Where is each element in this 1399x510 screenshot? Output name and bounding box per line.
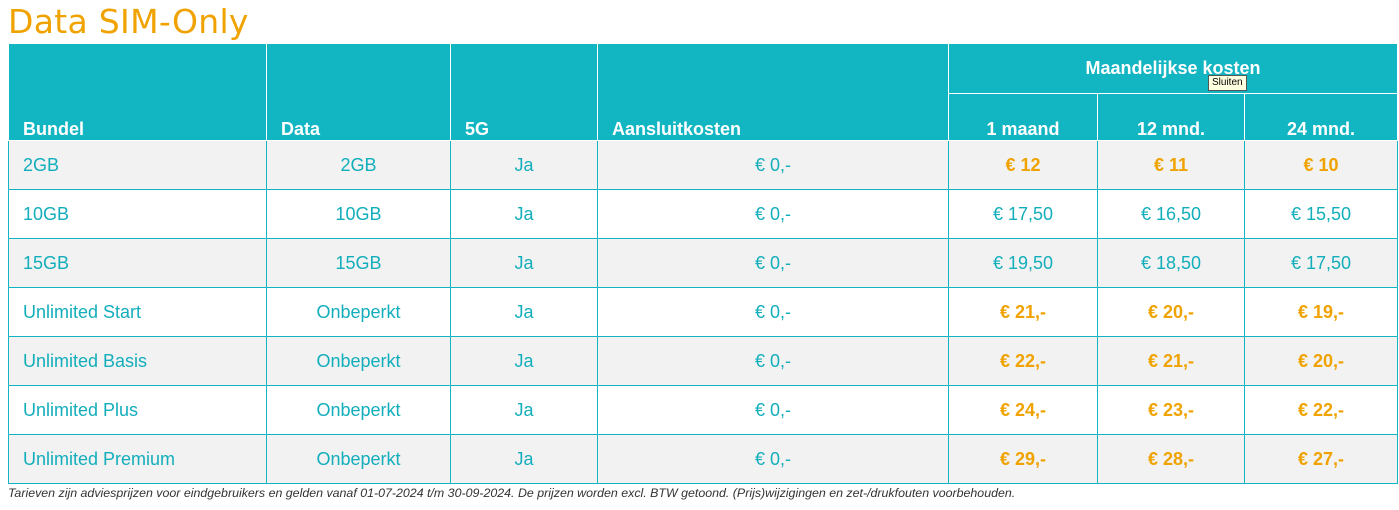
- data-cell: Onbeperkt: [266, 385, 451, 435]
- table-row: Unlimited Premium Onbeperkt Ja € 0,- € 29,- €…: [8, 434, 1399, 484]
- footnote: Tarieven zijn adviesprijzen voor eindgeb…: [8, 486, 1016, 500]
- 5g-cell: Ja: [450, 287, 598, 337]
- data-cell: Onbeperkt: [266, 434, 451, 484]
- 5g-cell: Ja: [450, 140, 598, 190]
- bundel-cell: Unlimited Start: [8, 287, 267, 337]
- 5g-cell: Ja: [450, 189, 598, 239]
- price-24-mnd-cell: € 10: [1243, 140, 1399, 190]
- data-cell: 15GB: [266, 238, 451, 288]
- close-tooltip: Sluiten: [1208, 75, 1247, 91]
- data-cell: 2GB: [266, 140, 451, 190]
- table-row: Unlimited Plus Onbeperkt Ja € 0,- € 24,- € 23…: [8, 385, 1399, 435]
- bundel-cell: 15GB: [8, 238, 267, 288]
- price-12-mnd-cell: € 16,50: [1097, 189, 1245, 239]
- data-cell: Onbeperkt: [266, 336, 451, 386]
- data-cell: 10GB: [266, 189, 451, 239]
- aansluitkosten-cell: € 0,-: [597, 434, 949, 484]
- header-1-maand: 1 maand: [948, 93, 1098, 141]
- price-1-maand-cell: € 12: [948, 140, 1098, 190]
- bundel-cell: Unlimited Plus: [8, 385, 267, 435]
- header-24-mnd: 24 mnd.: [1243, 93, 1399, 141]
- 5g-cell: Ja: [450, 336, 598, 386]
- price-12-mnd-cell: € 11: [1097, 140, 1245, 190]
- aansluitkosten-cell: € 0,-: [597, 238, 949, 288]
- aansluitkosten-cell: € 0,-: [597, 189, 949, 239]
- table-row: Unlimited Basis Onbeperkt Ja € 0,- € 22,- € 2…: [8, 336, 1399, 386]
- price-12-mnd-cell: € 23,-: [1097, 385, 1245, 435]
- 5g-cell: Ja: [450, 238, 598, 288]
- price-24-mnd-cell: € 17,50: [1243, 238, 1399, 288]
- aansluitkosten-cell: € 0,-: [597, 140, 949, 190]
- price-24-mnd-cell: € 20,-: [1243, 336, 1399, 386]
- bundel-cell: 10GB: [8, 189, 267, 239]
- price-12-mnd-cell: € 21,-: [1097, 336, 1245, 386]
- 5g-cell: Ja: [450, 434, 598, 484]
- price-24-mnd-cell: € 22,-: [1243, 385, 1399, 435]
- table-row: 2GB 2GB Ja € 0,- € 12 € 11 € 10: [8, 140, 1399, 190]
- aansluitkosten-cell: € 0,-: [597, 385, 949, 435]
- header-bundel: Bundel: [8, 43, 267, 141]
- page-title: Data SIM-Only: [8, 2, 249, 41]
- data-cell: Onbeperkt: [266, 287, 451, 337]
- price-24-mnd-cell: € 19,-: [1243, 287, 1399, 337]
- price-1-maand-cell: € 22,-: [948, 336, 1098, 386]
- price-1-maand-cell: € 24,-: [948, 385, 1098, 435]
- price-12-mnd-cell: € 28,-: [1097, 434, 1245, 484]
- price-12-mnd-cell: € 20,-: [1097, 287, 1245, 337]
- bundel-cell: Unlimited Basis: [8, 336, 267, 386]
- table-row: Unlimited Start Onbeperkt Ja € 0,- € 21,- € 2…: [8, 287, 1399, 337]
- header-aansluitkosten: Aansluitkosten: [597, 43, 949, 141]
- price-1-maand-cell: € 29,-: [948, 434, 1098, 484]
- price-24-mnd-cell: € 15,50: [1243, 189, 1399, 239]
- aansluitkosten-cell: € 0,-: [597, 336, 949, 386]
- table-row: 10GB 10GB Ja € 0,- € 17,50 € 16,50 € 15,50: [8, 189, 1399, 239]
- price-24-mnd-cell: € 27,-: [1243, 434, 1399, 484]
- header-12-mnd: 12 mnd.: [1097, 93, 1245, 141]
- aansluitkosten-cell: € 0,-: [597, 287, 949, 337]
- price-12-mnd-cell: € 18,50: [1097, 238, 1245, 288]
- price-1-maand-cell: € 21,-: [948, 287, 1098, 337]
- pricing-table: Bundel Data 5G Aansluitkosten Maandelijk…: [8, 43, 1399, 484]
- 5g-cell: Ja: [450, 385, 598, 435]
- bundel-cell: 2GB: [8, 140, 267, 190]
- header-data: Data: [266, 43, 451, 141]
- price-1-maand-cell: € 17,50: [948, 189, 1098, 239]
- bundel-cell: Unlimited Premium: [8, 434, 267, 484]
- header-maandelijkse-kosten: Maandelijkse kosten: [947, 43, 1399, 94]
- table-row: 15GB 15GB Ja € 0,- € 19,50 € 18,50 € 17,50: [8, 238, 1399, 288]
- header-5g: 5G: [450, 43, 598, 141]
- price-1-maand-cell: € 19,50: [948, 238, 1098, 288]
- table-body: 2GB 2GB Ja € 0,- € 12 € 11 € 10 10GB 10GB Ja € 0,-…: [8, 140, 1399, 484]
